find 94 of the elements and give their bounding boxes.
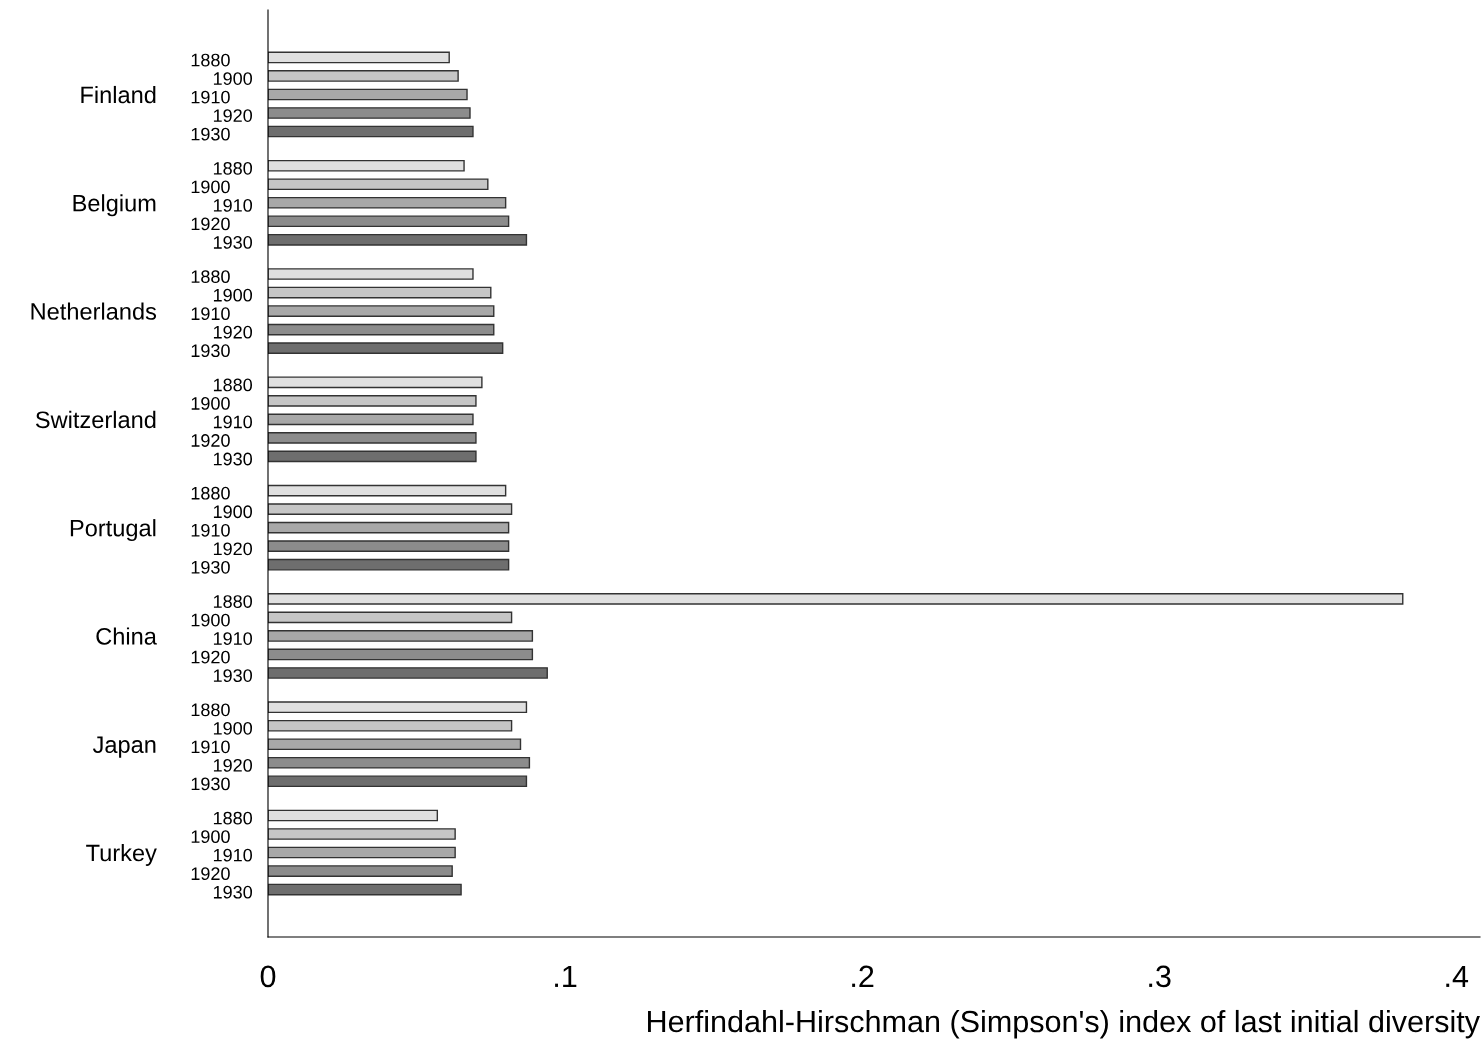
- text: 1910: [213, 632, 253, 645]
- bar: [268, 413, 474, 426]
- y-tick-label: Turkey: [86, 843, 157, 866]
- text: 1930: [213, 885, 253, 899]
- text: 1900: [213, 288, 253, 302]
- bar: [268, 394, 477, 407]
- bar: [268, 883, 462, 896]
- x-tick-label: 0: [260, 965, 276, 988]
- bar: [268, 540, 510, 553]
- bar: [268, 432, 477, 444]
- bar: [268, 88, 468, 101]
- bar: [268, 775, 528, 788]
- text: 1880: [191, 703, 230, 717]
- y-tick-label: Netherlands: [31, 302, 157, 320]
- bar: [268, 521, 510, 534]
- x-tick-label: .2: [852, 965, 874, 987]
- bar: [268, 558, 510, 571]
- x-tick-label: .4: [1446, 965, 1469, 987]
- y-tick-label: Finland: [81, 85, 156, 104]
- text: 1910: [191, 523, 230, 537]
- text: 1920: [191, 217, 230, 231]
- bar: [268, 376, 483, 389]
- bar: [268, 484, 507, 497]
- bar: [268, 593, 1404, 605]
- bar: [268, 865, 453, 877]
- bar: [268, 215, 510, 228]
- bar: [268, 809, 439, 822]
- text: 1910: [191, 90, 230, 104]
- x-tick-label: .3: [1149, 965, 1171, 988]
- text: 1930: [191, 344, 230, 358]
- bar: [268, 846, 456, 859]
- text: 1930: [191, 127, 230, 141]
- bar: [268, 70, 459, 82]
- text: 1880: [213, 378, 253, 392]
- bar: [268, 450, 477, 463]
- text: 1900: [213, 505, 253, 519]
- bar: [268, 611, 513, 624]
- bar: [268, 196, 507, 209]
- bar: [268, 701, 528, 714]
- text: 1900: [213, 721, 253, 735]
- bar: [268, 178, 489, 191]
- bar: [268, 323, 495, 336]
- y-tick-label: Japan: [92, 736, 156, 758]
- text: 1880: [213, 595, 253, 608]
- text: 1880: [191, 270, 230, 284]
- text: 1910: [213, 415, 253, 429]
- bar: [268, 667, 548, 679]
- series-label: 1880: [213, 161, 253, 175]
- y-tick-label: Switzerland: [35, 410, 156, 429]
- bar: [268, 630, 534, 642]
- bar: [268, 342, 504, 354]
- series-label: 1910: [213, 198, 253, 212]
- text: 1910: [191, 740, 230, 754]
- bar: [268, 159, 465, 172]
- y-tick-label: China: [96, 627, 157, 645]
- bar: [268, 51, 450, 64]
- text: 1900: [191, 613, 230, 627]
- text: 1920: [191, 650, 230, 664]
- text: 1880: [191, 486, 230, 500]
- text: 1910: [191, 307, 230, 321]
- bar: [268, 286, 492, 299]
- text: 1900: [191, 180, 230, 194]
- text: 1930: [191, 777, 230, 791]
- x-tick-label: .1: [555, 965, 577, 987]
- text: 1900: [191, 397, 230, 410]
- text: 1930: [213, 452, 253, 466]
- text: 1880: [191, 53, 230, 67]
- bar: [268, 503, 513, 515]
- bar: [268, 305, 495, 317]
- bar: [268, 268, 474, 280]
- text: 1930: [213, 669, 253, 682]
- text: 1900: [191, 830, 230, 844]
- y-tick-label: Belgium: [73, 194, 156, 217]
- text: 1920: [213, 542, 253, 556]
- text: 1930: [191, 560, 230, 574]
- bar: [268, 233, 528, 246]
- x-axis-title: Herfindahl-Hirschman (Simpson's) index of last initial diversity: [648, 1009, 1480, 1039]
- bar: [268, 719, 513, 732]
- bar: [268, 738, 522, 751]
- text: 1920: [213, 758, 253, 772]
- bar: [268, 828, 456, 840]
- text: 1920: [191, 867, 230, 881]
- bar: [268, 107, 471, 119]
- text: 1910: [213, 848, 253, 862]
- bar: [268, 648, 534, 661]
- bar: [268, 125, 474, 138]
- series-label: 1920: [213, 109, 253, 122]
- text: 1920: [213, 325, 253, 339]
- bar: [268, 756, 531, 769]
- text: 1920: [191, 434, 230, 447]
- series-label: 1930: [213, 236, 253, 249]
- series-label: 1900: [213, 72, 253, 85]
- y-tick-label: Portugal: [70, 519, 156, 542]
- text: 1880: [213, 811, 253, 825]
